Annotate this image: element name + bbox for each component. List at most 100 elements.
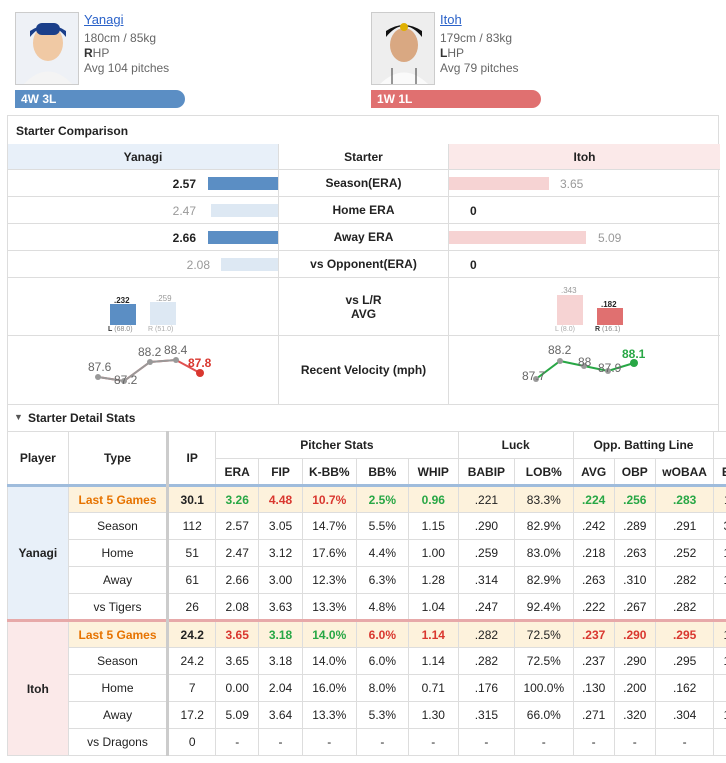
comparison-header-mid: Starter bbox=[278, 144, 449, 169]
row-label: Recent Velocity (mph) bbox=[278, 336, 449, 404]
right-velocity-chart: 87.7 88.2 88 87.9 88.1 bbox=[522, 343, 646, 383]
stat-cell: 66.0% bbox=[514, 701, 574, 729]
stat-cell: 82.9% bbox=[514, 566, 574, 594]
col-header: IP bbox=[166, 431, 217, 486]
stat-cell: 5.09 bbox=[215, 701, 260, 729]
stat-cell: .259 bbox=[457, 539, 516, 567]
col-header: AVG bbox=[572, 458, 615, 486]
col-header: LOB% bbox=[514, 458, 574, 486]
stat-cell: 3.18 bbox=[258, 647, 303, 675]
stat-cell: 3.64 bbox=[258, 701, 303, 729]
stat-cell: 24.2 bbox=[166, 647, 217, 675]
table-row: Away 61 2.66 3.00 12.3% 6.3% 1.28 .314 8… bbox=[8, 566, 726, 594]
right-bar bbox=[449, 177, 549, 190]
table-row: vs Dragons 0 - - - - - - - - - - 0 bbox=[8, 728, 726, 756]
type-cell: Away bbox=[67, 566, 169, 594]
stat-cell: .224 bbox=[572, 484, 615, 513]
stat-cell: .295 bbox=[654, 619, 715, 648]
stat-cell: .176 bbox=[457, 674, 516, 702]
right-value: 5.09 bbox=[598, 231, 622, 245]
pitcher-name-link[interactable]: Yanagi bbox=[84, 12, 124, 27]
stat-cell: .218 bbox=[572, 539, 615, 567]
right-bar bbox=[449, 231, 586, 244]
table-row: Season 24.2 3.65 3.18 14.0% 6.0% 1.14 .2… bbox=[8, 647, 726, 675]
lr-value: .182 bbox=[601, 300, 617, 309]
velocity-label: 87.9 bbox=[598, 361, 622, 375]
right-value: 3.65 bbox=[560, 177, 584, 191]
stat-cell: .295 bbox=[654, 647, 715, 675]
stat-cell: 3.65 bbox=[215, 619, 260, 648]
col-header: Player bbox=[7, 431, 69, 486]
table-row: Yanagi Last 5 Games 30.1 3.26 4.48 10.7%… bbox=[7, 484, 726, 621]
comparison-header: Yanagi Starter Itoh bbox=[8, 144, 720, 170]
col-header: ER bbox=[713, 458, 726, 486]
velocity-label: 88.2 bbox=[138, 345, 162, 359]
stat-cell: - bbox=[355, 728, 409, 756]
stat-cell: .242 bbox=[572, 512, 615, 540]
stat-cell: .290 bbox=[613, 619, 656, 648]
left-value: 2.66 bbox=[172, 231, 196, 245]
lr-label: L (8.0) bbox=[555, 326, 575, 333]
right-value: 0 bbox=[470, 258, 477, 272]
stat-cell: .162 bbox=[654, 674, 715, 702]
velocity-point bbox=[630, 359, 638, 367]
stat-cell: 10.7% bbox=[301, 484, 357, 513]
velocity-point bbox=[533, 376, 539, 382]
pitcher-name-link[interactable]: Itoh bbox=[440, 12, 462, 27]
stat-cell: .290 bbox=[457, 512, 516, 540]
stat-cell: 6.3% bbox=[355, 566, 409, 594]
comparison-header-left: Yanagi bbox=[8, 144, 278, 169]
row-label: vs Opponent(ERA) bbox=[278, 251, 449, 277]
lr-bar bbox=[597, 308, 623, 325]
group-header: Pitcher Stats bbox=[215, 431, 459, 459]
stat-cell: 1.30 bbox=[407, 701, 459, 729]
comparison-row: 2.66 Away ERA 5.09 bbox=[8, 224, 720, 251]
lr-value: .343 bbox=[561, 286, 577, 295]
left-bar bbox=[208, 231, 278, 244]
stat-cell: 3.18 bbox=[258, 619, 303, 648]
stat-cell: .130 bbox=[572, 674, 615, 702]
stat-cell: - bbox=[258, 728, 303, 756]
stat-cell: 83.3% bbox=[514, 484, 574, 513]
comparison-header-right: Itoh bbox=[449, 144, 720, 169]
col-header: wOBAA bbox=[654, 458, 715, 486]
lr-label: R (51.0) bbox=[148, 326, 174, 333]
stat-cell: .256 bbox=[613, 484, 656, 513]
pitcher-photo-itoh bbox=[371, 12, 435, 85]
collapse-triangle-icon[interactable]: ▼ bbox=[14, 412, 23, 422]
stat-cell: 2.04 bbox=[258, 674, 303, 702]
stat-cell: 0.71 bbox=[407, 674, 459, 702]
stat-cell: 17.2 bbox=[166, 701, 217, 729]
stat-cell: 4.4% bbox=[355, 539, 409, 567]
col-header: BB% bbox=[355, 458, 409, 486]
stat-cell: 12.3% bbox=[301, 566, 357, 594]
stat-cell: .282 bbox=[654, 593, 715, 621]
stat-cell: 26 bbox=[166, 593, 217, 621]
stat-cell: 5.5% bbox=[355, 512, 409, 540]
stat-cell: - bbox=[457, 728, 516, 756]
stat-cell: 32 bbox=[713, 512, 726, 540]
detail-section-header[interactable]: ▼ Starter Detail Stats bbox=[7, 404, 719, 431]
stat-cell: 11 bbox=[713, 484, 726, 513]
stat-cell: 4.8% bbox=[355, 593, 409, 621]
stat-cell: 82.9% bbox=[514, 512, 574, 540]
table-group-header: Player Type IP Pitcher Stats Luck Opp. B… bbox=[7, 431, 726, 486]
stat-cell: 3.05 bbox=[258, 512, 303, 540]
stat-cell: 18 bbox=[713, 566, 726, 594]
table-row: Itoh Last 5 Games 24.2 3.65 3.18 14.0% 6… bbox=[7, 619, 726, 756]
stat-cell: - bbox=[301, 728, 357, 756]
stat-cell: 14.0% bbox=[301, 619, 357, 648]
velocity-label: 87.8 bbox=[188, 356, 212, 370]
velocity-point bbox=[95, 374, 101, 380]
type-cell: Away bbox=[67, 701, 169, 729]
stat-cell: .320 bbox=[613, 701, 656, 729]
pitcher-record-badge: 4W 3L bbox=[15, 90, 185, 108]
stat-cell: .304 bbox=[654, 701, 715, 729]
col-header: Type bbox=[67, 431, 169, 486]
stat-cell: 0 bbox=[166, 728, 217, 756]
stat-cell: 1.00 bbox=[407, 539, 459, 567]
velocity-label: 88 bbox=[578, 355, 592, 369]
right-value: 0 bbox=[470, 204, 477, 218]
stat-cell: 100.0% bbox=[514, 674, 574, 702]
stat-cell: - bbox=[572, 728, 615, 756]
